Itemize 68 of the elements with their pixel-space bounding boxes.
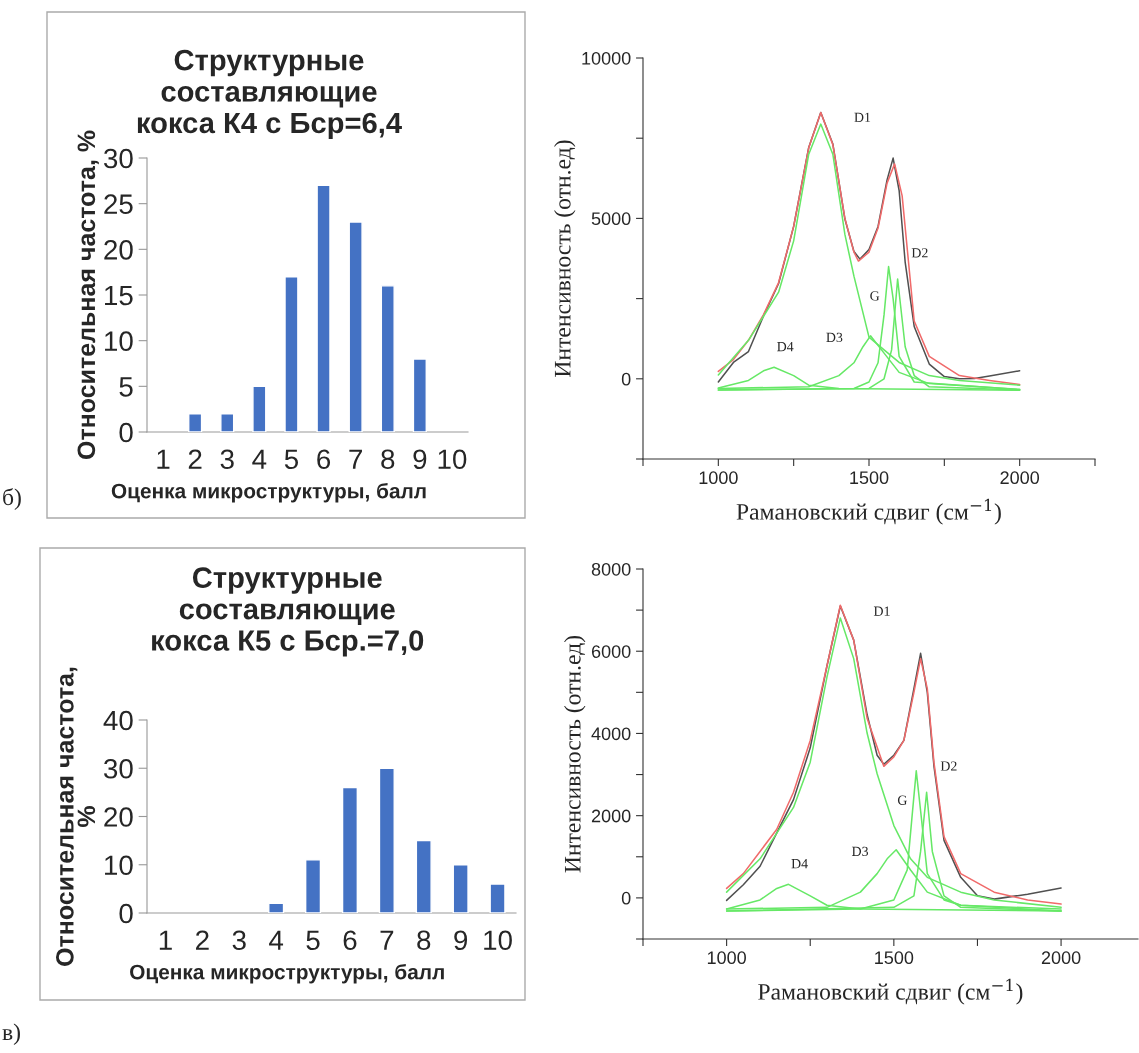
text: б) [3, 488, 21, 511]
y-tick-label: 40 [103, 710, 133, 731]
x-tick-label: 1 [159, 930, 172, 950]
y-tick-label: 0 [621, 891, 631, 905]
y-tick-label: 30 [103, 148, 133, 169]
y-tick-label: 5 [119, 377, 133, 397]
x-tick-label: 8 [381, 449, 395, 470]
y-tick-label: 25 [104, 194, 133, 215]
x-tick-label: 5 [306, 930, 320, 951]
x-tick-label: 2 [188, 449, 202, 469]
x-tick-label: 1000 [699, 471, 738, 485]
text: D1 [873, 606, 890, 616]
y-tick-label: 15 [105, 285, 133, 306]
x-axis-title: Рамановский сдвиг (см$^{−1}$) [736, 498, 1001, 525]
x-tick-label: 1 [157, 449, 170, 469]
y-tick-label: 30 [103, 758, 133, 779]
chart-title: Структурные составляющие кокса К5 с Бср.=7,0 [152, 567, 424, 657]
x-tick-label: 7 [349, 449, 362, 469]
y-axis-title: Интенсивность (отн.ед) [564, 635, 586, 873]
y-tick-label: 8000 [591, 562, 631, 576]
x-tick-label: 3 [232, 930, 246, 951]
y-tick-label: 0 [119, 422, 133, 443]
x-tick-label: 9 [413, 449, 427, 470]
x-tick-label: 3 [220, 449, 234, 470]
text: D1 [854, 112, 871, 122]
y-axis-title: Интенсивность (отн.ед) [554, 140, 576, 377]
x-tick-label: 2000 [1041, 951, 1081, 965]
series-label: G [897, 795, 907, 805]
x-tick-label: 8 [417, 930, 431, 951]
y-tick-label: 5000 [591, 212, 631, 226]
y-tick-label: 0 [621, 372, 631, 386]
text: в) [2, 1023, 20, 1046]
x-tick-label: 1500 [850, 471, 889, 485]
y-tick-label: 10 [105, 855, 133, 876]
x-axis-title: Оценка микроструктуры, балл [111, 482, 426, 503]
series-label: D4 [777, 342, 794, 352]
series-label: D2 [940, 761, 957, 771]
y-tick-label: 10 [105, 331, 133, 352]
x-tick-label: 4 [252, 449, 267, 469]
x-tick-label: 1000 [707, 951, 746, 965]
x-tick-label: 10 [438, 449, 467, 470]
y-tick-label: 20 [104, 240, 133, 260]
x-tick-label: 10 [484, 930, 512, 951]
x-tick-label: 5 [284, 449, 299, 470]
series-label: D2 [911, 248, 928, 258]
y-tick-label: 4000 [591, 727, 631, 741]
chart-title: Структурные составляющие кокса К4 с Бср=6,4 [137, 49, 402, 140]
y-axis-title: Относительная частота, % [77, 130, 99, 459]
x-tick-label: 2000 [1000, 471, 1040, 485]
x-tick-label: 4 [269, 930, 284, 950]
x-axis-title: Оценка микроструктуры, балл [130, 963, 444, 984]
y-tick-label: 20 [104, 807, 133, 827]
series-label: D4 [791, 859, 808, 869]
y-axis-title: Относительная частота, % [56, 667, 96, 966]
y-tick-label: 10000 [582, 51, 631, 65]
y-tick-label: 6000 [591, 645, 631, 658]
y-tick-label: 0 [119, 903, 133, 924]
x-tick-label: 1500 [875, 951, 914, 965]
x-tick-label: 9 [454, 930, 468, 951]
x-axis-title: Рамановский сдвиг (см$^{−1}$) [758, 978, 1023, 1005]
x-tick-label: 6 [343, 930, 357, 951]
x-tick-label: 7 [380, 930, 394, 950]
x-tick-label: 2 [196, 930, 209, 950]
x-tick-label: 6 [317, 449, 331, 470]
y-tick-label: 2000 [591, 809, 631, 823]
series-label: G [870, 291, 880, 301]
series-label: D3 [851, 846, 869, 857]
series-label: D3 [826, 332, 843, 343]
